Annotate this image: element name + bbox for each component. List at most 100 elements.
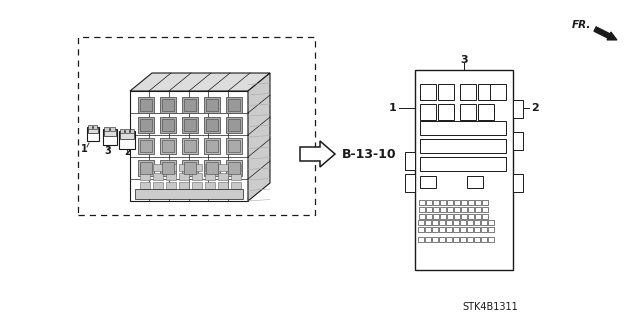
Bar [205,182,215,189]
Bar [140,182,150,189]
Bar [454,207,460,212]
Bar [488,220,494,225]
Bar [166,173,176,180]
Bar [119,131,135,149]
Text: 1: 1 [81,144,88,154]
Bar [140,99,152,111]
Bar [87,127,99,141]
Bar [231,164,241,171]
Bar [204,138,220,154]
Bar [439,227,445,232]
Bar [104,129,116,136]
Bar [446,237,452,242]
Bar [440,200,446,205]
Bar [162,99,174,111]
Bar [182,97,198,113]
Bar [228,162,240,174]
Bar [439,237,445,242]
Bar [153,164,163,171]
Bar [461,200,467,205]
Bar [461,207,467,212]
Bar [513,174,523,192]
Bar [474,220,480,225]
Bar [231,173,241,180]
Bar [140,173,150,180]
Bar [460,220,466,225]
Bar [226,117,242,133]
Bar [104,127,109,131]
Bar [426,200,432,205]
Bar [419,200,425,205]
Bar [160,117,176,133]
Bar [454,200,460,205]
Bar [447,200,453,205]
Bar [226,138,242,154]
Bar [206,119,218,131]
Bar [432,220,438,225]
Text: 2: 2 [125,147,131,157]
Bar [182,117,198,133]
Bar [138,138,154,154]
Bar [182,160,198,176]
Bar [425,220,431,225]
Bar [184,119,196,131]
Bar [405,152,415,170]
Bar [160,138,176,154]
Polygon shape [130,91,248,201]
Bar [467,227,473,232]
Bar [140,164,150,171]
Bar [160,97,176,113]
Bar [206,162,218,174]
Bar [475,200,481,205]
Bar [490,84,506,100]
Bar [138,117,154,133]
Bar [192,164,202,171]
Bar [513,100,523,118]
Polygon shape [248,73,270,201]
Bar [418,227,424,232]
Bar [468,207,474,212]
Bar [481,220,487,225]
Bar [228,99,240,111]
Bar [419,207,425,212]
Bar [140,162,152,174]
Bar [467,220,473,225]
Bar [446,220,452,225]
Bar [140,119,152,131]
Bar [204,117,220,133]
Bar [446,227,452,232]
Bar [426,214,432,219]
Text: 1: 1 [389,103,397,113]
Bar [231,182,241,189]
Bar [138,97,154,113]
Bar [513,132,523,150]
Bar [192,182,202,189]
Bar [433,200,439,205]
Bar [103,129,117,145]
Bar [419,214,425,219]
Bar [88,127,98,133]
Bar [153,173,163,180]
Bar [454,214,460,219]
Bar [488,227,494,232]
Bar [420,121,506,135]
Bar [478,84,494,100]
Bar [481,237,487,242]
Bar [78,37,315,215]
Bar [93,125,97,129]
Text: 3: 3 [460,55,468,65]
Bar [440,207,446,212]
Bar [166,182,176,189]
Bar [218,164,228,171]
Bar [488,237,494,242]
Bar [418,220,424,225]
Bar [474,227,480,232]
Bar [439,220,445,225]
Bar [432,237,438,242]
Bar [184,99,196,111]
Bar [226,160,242,176]
Bar [135,189,243,199]
Bar [475,207,481,212]
Bar [425,227,431,232]
Text: 2: 2 [531,103,539,113]
